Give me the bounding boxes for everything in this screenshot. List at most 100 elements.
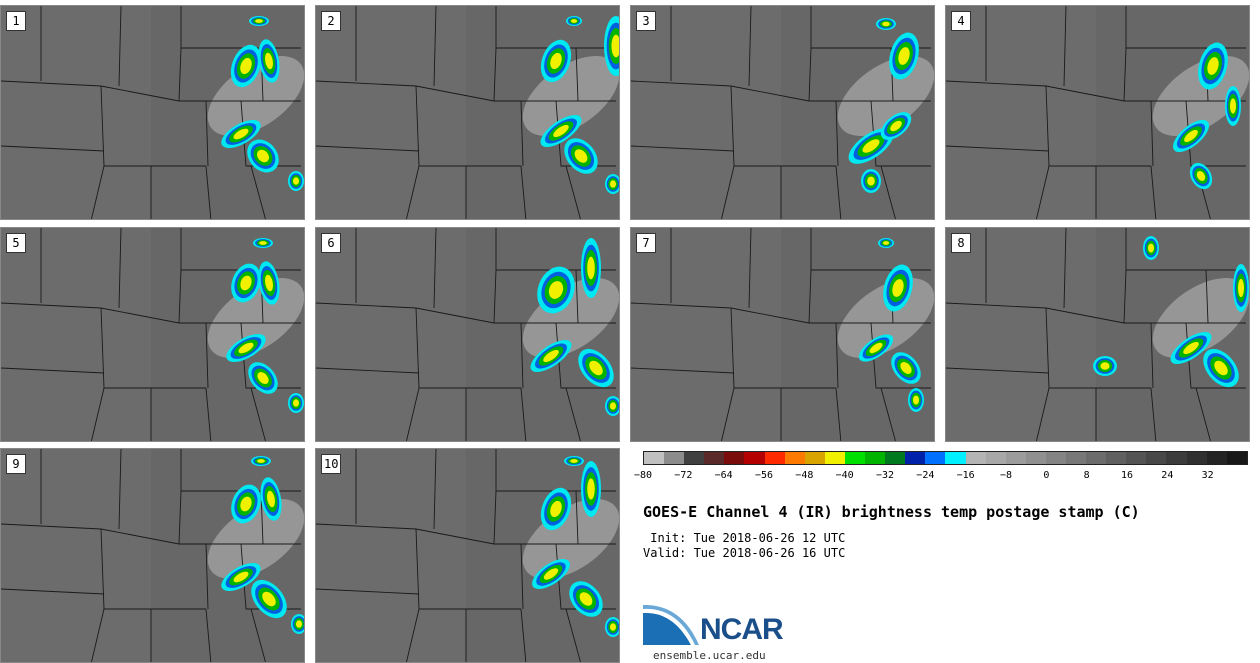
ensemble-member-panel-4: 4 bbox=[945, 5, 1250, 220]
cloud-shield bbox=[1237, 278, 1245, 298]
cloud-shield bbox=[292, 177, 300, 185]
ncar-logo-text: NCAR bbox=[700, 613, 784, 646]
panel-number-label: 4 bbox=[951, 11, 971, 31]
ensemble-member-panel-8: 8 bbox=[945, 227, 1250, 442]
panel-number-label: 6 bbox=[321, 233, 341, 253]
cloud-shield bbox=[898, 47, 910, 65]
cloud-shield bbox=[1147, 243, 1155, 253]
cloud-shield bbox=[233, 571, 249, 583]
colorbar-swatch bbox=[925, 452, 946, 464]
ensemble-member-panel-10: 10 bbox=[315, 448, 620, 663]
cloud-shield bbox=[1183, 341, 1199, 355]
cloud-shield bbox=[882, 241, 890, 245]
colorbar-swatch bbox=[905, 452, 926, 464]
cloud-shield bbox=[543, 349, 559, 363]
cloud-shield bbox=[587, 478, 595, 500]
cloud-shield bbox=[609, 623, 617, 631]
cloud-shield bbox=[259, 241, 267, 245]
ir-satellite-map bbox=[946, 228, 1249, 441]
ensemble-member-panel-7: 7 bbox=[630, 227, 935, 442]
colorbar-swatch bbox=[1186, 452, 1207, 464]
cloud-shield bbox=[257, 459, 265, 463]
ensemble-url: ensemble.ucar.edu bbox=[653, 649, 766, 662]
cloud-shield bbox=[589, 360, 603, 376]
colorbar-tick-label: −24 bbox=[916, 470, 935, 481]
cloud-shield bbox=[609, 402, 617, 410]
ir-satellite-map bbox=[316, 228, 619, 441]
colorbar-tick-label: −16 bbox=[956, 470, 975, 481]
cloud-shield bbox=[233, 128, 249, 140]
valid-time-label: Valid: Tue 2018-06-26 16 UTC bbox=[643, 546, 846, 560]
colorbar-swatch bbox=[1146, 452, 1167, 464]
panel-number-label: 3 bbox=[636, 11, 656, 31]
cloud-shield bbox=[264, 274, 274, 292]
panel-number-label: 9 bbox=[6, 454, 26, 474]
init-time-label: Init: Tue 2018-06-26 12 UTC bbox=[643, 531, 846, 545]
panel-number-label: 2 bbox=[321, 11, 341, 31]
cloud-shield bbox=[1196, 171, 1206, 181]
colorbar-tick-label: −8 bbox=[999, 470, 1013, 481]
cloud-shield bbox=[240, 57, 252, 75]
cloud-shield bbox=[574, 149, 588, 163]
cloud-shield bbox=[257, 149, 269, 163]
cloud-shield bbox=[900, 361, 912, 375]
cloud-shield bbox=[295, 620, 303, 628]
ensemble-member-panel-9: 9 bbox=[0, 448, 305, 663]
cloud-shield bbox=[543, 568, 559, 580]
cloud-shield bbox=[609, 180, 617, 188]
colorbar-swatch bbox=[965, 452, 986, 464]
cloud-shield bbox=[611, 34, 619, 58]
colorbar-swatch bbox=[844, 452, 866, 464]
colorbar-swatch bbox=[885, 452, 906, 464]
colorbar-swatch bbox=[1226, 452, 1247, 464]
colorbar-swatch bbox=[724, 452, 745, 464]
ir-satellite-map bbox=[316, 449, 619, 662]
ir-satellite-map bbox=[631, 6, 934, 219]
cloud-shield bbox=[1229, 98, 1237, 114]
colorbar-tick-label: −56 bbox=[754, 470, 774, 481]
ir-satellite-map bbox=[316, 6, 619, 219]
panel-number-label: 10 bbox=[321, 454, 342, 474]
colorbar-swatch bbox=[1065, 452, 1087, 464]
cloud-shield bbox=[890, 120, 902, 132]
ncar-logo-icon bbox=[643, 605, 699, 645]
cloud-shield bbox=[570, 459, 578, 463]
colorbar-tick-label: 24 bbox=[1161, 470, 1174, 481]
cloud-shield bbox=[240, 275, 252, 291]
colorbar-swatch bbox=[1206, 452, 1227, 464]
cloud-shield bbox=[266, 490, 276, 508]
colorbar-tick-label: −80 bbox=[633, 470, 653, 481]
cloud-shield bbox=[548, 281, 564, 299]
figure-title: GOES-E Channel 4 (IR) brightness temp po… bbox=[643, 503, 1140, 521]
ir-satellite-map bbox=[631, 228, 934, 441]
panel-number-label: 7 bbox=[636, 233, 656, 253]
colorbar-tick-label: −32 bbox=[875, 470, 895, 481]
cloud-shield bbox=[240, 496, 252, 512]
cloud-shield bbox=[579, 592, 593, 606]
ir-satellite-map bbox=[946, 6, 1249, 219]
colorbar-tick-label: 0 bbox=[1043, 470, 1050, 481]
ensemble-member-panel-2: 2 bbox=[315, 5, 620, 220]
colorbar-tick-label: 8 bbox=[1083, 470, 1090, 481]
colorbar-swatch bbox=[1086, 452, 1107, 464]
colorbar-tick-label: 32 bbox=[1201, 470, 1214, 481]
colorbar-tick-label: 16 bbox=[1120, 470, 1134, 481]
colorbar-swatch bbox=[865, 452, 886, 464]
ensemble-member-panel-5: 5 bbox=[0, 227, 305, 442]
ir-satellite-map bbox=[1, 449, 304, 662]
cloud-shield bbox=[867, 176, 875, 186]
colorbar-swatch bbox=[664, 452, 685, 464]
cloud-shield bbox=[1184, 129, 1198, 143]
ensemble-member-panel-1: 1 bbox=[0, 5, 305, 220]
colorbar-swatch bbox=[644, 452, 665, 464]
panel-number-label: 1 bbox=[6, 11, 26, 31]
panel-number-label: 8 bbox=[951, 233, 971, 253]
ensemble-member-panel-3: 3 bbox=[630, 5, 935, 220]
colorbar-swatch bbox=[784, 452, 805, 464]
cloud-shield bbox=[292, 399, 300, 407]
cloud-shield bbox=[1214, 360, 1228, 376]
cloud-shield bbox=[238, 342, 254, 354]
cloud-shield bbox=[587, 256, 595, 280]
cloud-shield bbox=[550, 500, 562, 518]
colorbar-swatch bbox=[1045, 452, 1066, 464]
